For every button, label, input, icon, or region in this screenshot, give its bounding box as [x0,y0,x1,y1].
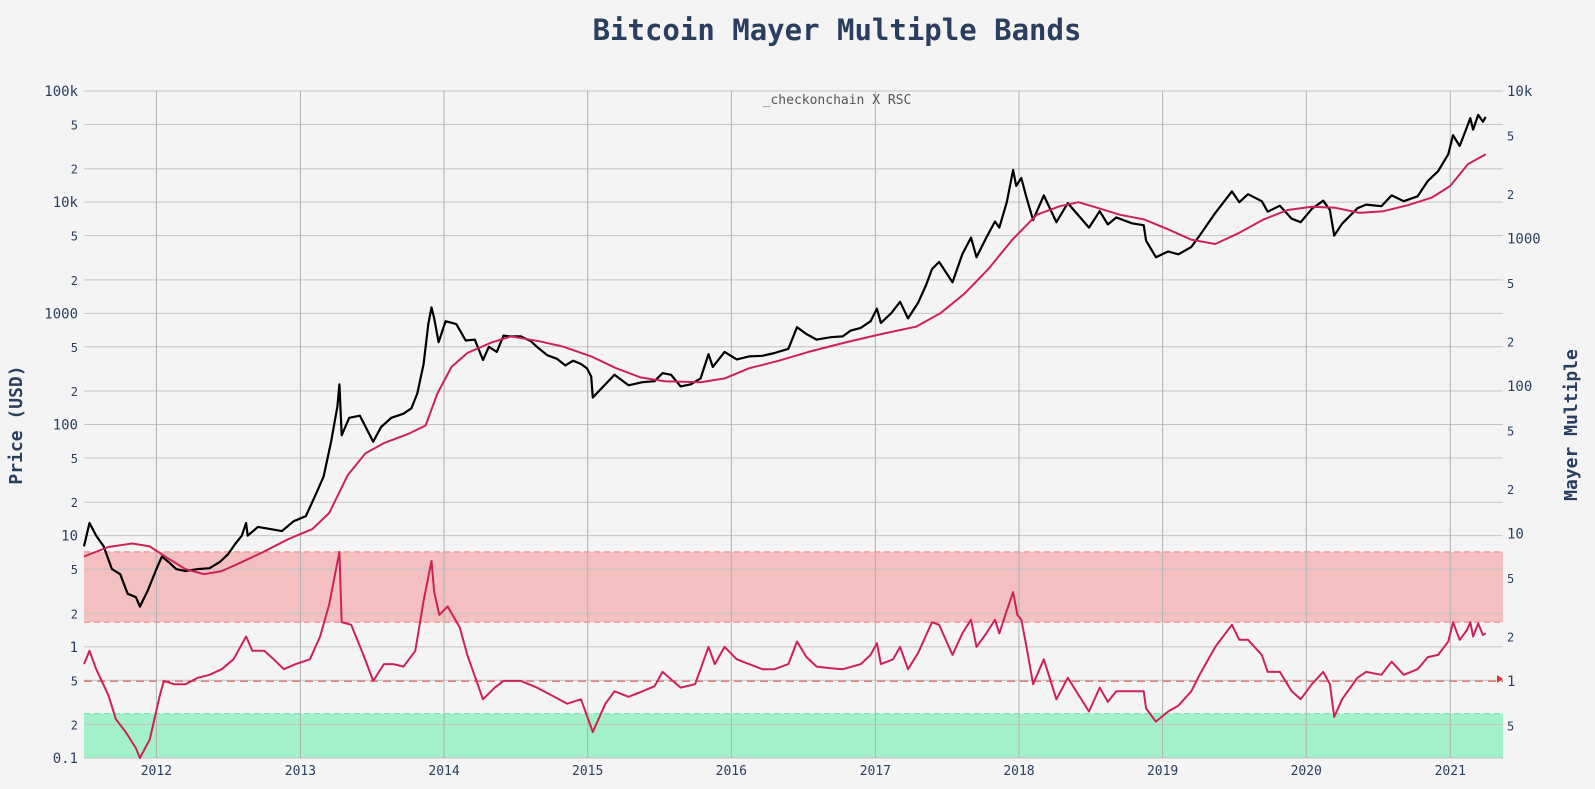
right-tick-label: 100 [1507,379,1532,395]
left-tick-label: 2 [71,496,78,510]
left-tick-label: 100k [44,84,78,100]
reference-marker [1497,675,1503,683]
left-tick-label: 5 [71,452,78,466]
grid-layer [84,90,1503,759]
left-tick-label: 2 [71,607,78,621]
right-tick-label: 2 [1507,483,1514,497]
left-tick-label: 5 [71,674,78,688]
ticks-layer: 2012 2013 2014 2015 2016 2017 2018 2019 2020 2021… [44,84,1540,779]
right-tick-label: 10k [1507,84,1533,100]
right-tick-label: 5 [1507,572,1514,586]
x-tick-label-2019: 2019 [1147,764,1178,779]
x-tick-label-2020: 2020 [1291,764,1322,779]
right-tick-label: 10 [1507,526,1524,542]
left-tick-label: 2 [71,274,78,288]
left-tick-label: 0.1 [53,751,78,767]
left-tick-label: 1 [70,640,78,656]
right-tick-label: 5 [1507,277,1514,291]
x-tick-label-2017: 2017 [860,764,891,779]
buy-band [84,713,1503,758]
x-tick-label-2015: 2015 [572,764,603,779]
left-tick-label: 5 [71,563,78,577]
left-tick-label: 100 [53,418,78,434]
bands-layer [84,551,1503,758]
right-tick-label: 2 [1507,188,1514,202]
right-tick-label: 5 [1507,129,1514,143]
left-tick-label: 5 [71,230,78,244]
left-tick-label: 2 [71,385,78,399]
left-axis-title: Price (USD) [6,365,27,484]
left-tick-label: 10 [61,529,78,545]
x-tick-label-2021: 2021 [1435,764,1466,779]
left-tick-label: 5 [71,341,78,355]
chart-title: Bitcoin Mayer Multiple Bands [593,13,1082,47]
right-tick-label: 2 [1507,630,1514,644]
left-tick-label: 1000 [44,306,78,322]
left-tick-label: 2 [71,163,78,177]
right-tick-label: 1000 [1507,231,1541,247]
left-tick-label: 5 [71,118,78,132]
left-tick-label: 10k [53,195,79,211]
right-tick-label: 5 [1507,719,1514,733]
sell-band [84,551,1503,623]
series-line-mayer-multiple [83,550,1487,759]
right-tick-label: 2 [1507,336,1514,350]
x-tick-label-2014: 2014 [428,764,459,779]
x-tick-label-2018: 2018 [1003,764,1034,779]
x-tick-label-2016: 2016 [716,764,747,779]
x-tick-label-2012: 2012 [141,764,172,779]
right-axis-title: Mayer Multiple [1561,349,1582,501]
chart-annotation: _checkonchain X RSC [763,93,912,108]
x-tick-label-2013: 2013 [285,764,316,779]
series-line-200dma [83,153,1487,576]
left-tick-label: 2 [71,719,78,733]
series-layer [82,113,1487,759]
series-line-price [82,113,1487,608]
right-tick-label: 5 [1507,424,1514,438]
right-tick-label: 1 [1507,674,1515,690]
